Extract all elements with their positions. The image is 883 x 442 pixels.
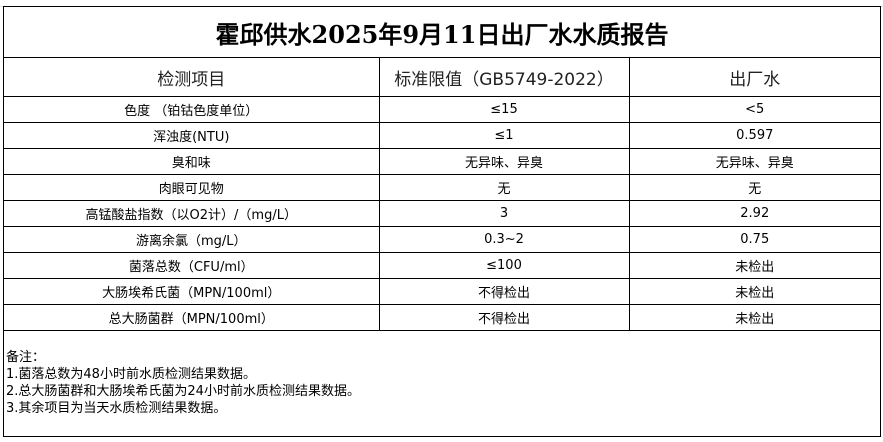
- report-table: 霍邱供水2025年9月11日出厂水水质报告 检测项目 标准限值（GB5749-2…: [4, 7, 880, 331]
- note-line: 2.总大肠菌群和大肠埃希氏菌为24小时前水质检测结果数据。: [6, 384, 360, 399]
- item-cell[interactable]: 游离余氯（mg/L）: [4, 226, 380, 253]
- item-cell[interactable]: 高锰酸盐指数（以O2计）/（mg/L）: [4, 200, 380, 227]
- table-row: 高锰酸盐指数（以O2计）/（mg/L） 3 2.92: [4, 200, 880, 227]
- item-cell[interactable]: 浑浊度(NTU): [4, 122, 380, 149]
- result-cell[interactable]: 2.92: [628, 200, 880, 227]
- standard-cell[interactable]: 无异味、异臭: [378, 148, 630, 175]
- note-line: 1.菌落总数为48小时前水质检测结果数据。: [6, 367, 256, 382]
- item-cell[interactable]: 菌落总数（CFU/ml）: [4, 252, 380, 279]
- standard-cell[interactable]: 3: [378, 200, 630, 227]
- result-cell[interactable]: 0.597: [628, 122, 880, 149]
- item-cell[interactable]: 臭和味: [4, 148, 380, 175]
- standard-cell[interactable]: 不得检出: [378, 304, 630, 331]
- table-row: 大肠埃希氏菌（MPN/100ml） 不得检出 未检出: [4, 278, 880, 305]
- result-cell[interactable]: <5: [628, 96, 880, 123]
- table-row: 菌落总数（CFU/ml） ≤100 未检出: [4, 252, 880, 279]
- standard-cell[interactable]: 不得检出: [378, 278, 630, 305]
- result-cell[interactable]: 无异味、异臭: [628, 148, 880, 175]
- result-cell[interactable]: 0.75: [628, 226, 880, 253]
- standard-cell[interactable]: 无: [378, 174, 630, 201]
- table-row: 肉眼可见物无无: [4, 174, 880, 201]
- item-cell[interactable]: 肉眼可见物: [4, 174, 380, 201]
- result-cell[interactable]: 未检出: [628, 252, 880, 279]
- header-standard[interactable]: 标准限值（GB5749-2022）: [378, 57, 630, 97]
- table-row: 游离余氯（mg/L） 0.3~2 0.75: [4, 226, 880, 253]
- note-heading: 备注：: [6, 350, 46, 365]
- header-row: 检测项目 标准限值（GB5749-2022） 出厂水: [4, 57, 880, 97]
- standard-cell[interactable]: ≤15: [378, 96, 630, 123]
- item-cell[interactable]: 总大肠菌群（MPN/100ml）: [4, 304, 380, 331]
- item-cell[interactable]: 色度 （铂钴色度单位）: [4, 96, 380, 123]
- header-item[interactable]: 检测项目: [4, 57, 380, 97]
- table-row: 总大肠菌群（MPN/100ml） 不得检出 未检出: [4, 304, 880, 331]
- table-row: 浑浊度(NTU) ≤1 0.597: [4, 122, 880, 149]
- standard-cell[interactable]: 0.3~2: [378, 226, 630, 253]
- item-cell[interactable]: 大肠埃希氏菌（MPN/100ml）: [4, 278, 380, 305]
- report-sheet: 霍邱供水2025年9月11日出厂水水质报告 检测项目 标准限值（GB5749-2…: [3, 6, 881, 437]
- result-cell[interactable]: 无: [628, 174, 880, 201]
- note-line: 3.其余项目为当天水质检测结果数据。: [6, 401, 227, 416]
- header-result[interactable]: 出厂水: [628, 57, 880, 97]
- table-row: 臭和味 无异味、异臭 无异味、异臭: [4, 148, 880, 175]
- result-cell[interactable]: 未检出: [628, 304, 880, 331]
- standard-cell[interactable]: ≤100: [378, 252, 630, 279]
- table-row: 色度 （铂钴色度单位） ≤15 <5: [4, 96, 880, 123]
- report-title[interactable]: 霍邱供水2025年9月11日出厂水水质报告: [4, 7, 880, 58]
- standard-cell[interactable]: ≤1: [378, 122, 630, 149]
- notes[interactable]: 备注： 1.菌落总数为48小时前水质检测结果数据。 2.总大肠菌群和大肠埃希氏菌…: [4, 331, 880, 417]
- result-cell[interactable]: 未检出: [628, 278, 880, 305]
